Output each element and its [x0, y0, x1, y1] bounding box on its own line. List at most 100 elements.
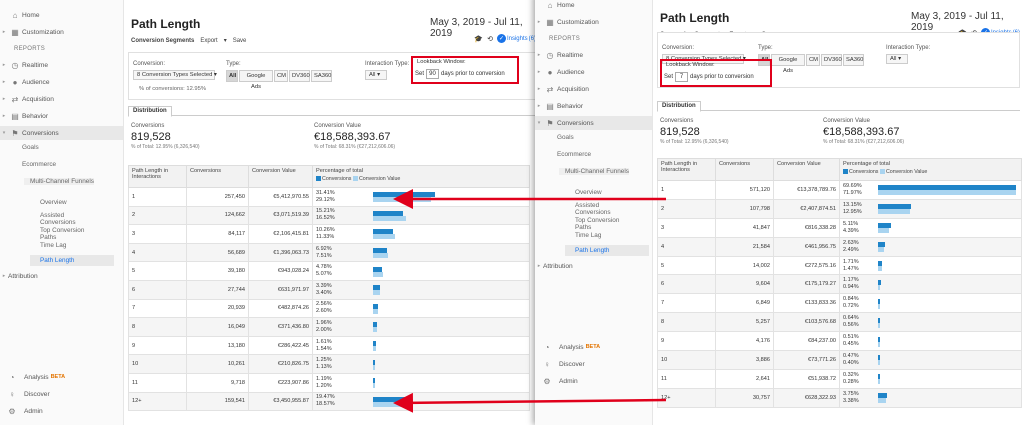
nav-multi-channel-funnels[interactable]: Multi-Channel Funnels: [559, 168, 629, 175]
pct-conversion-value: 1.54%: [316, 345, 332, 352]
filter-panel: Conversion: 8 Conversion Types Selected ▾…: [128, 52, 536, 100]
nav-realtime[interactable]: ▸ ◷ Realtime: [2, 60, 49, 70]
nav-overview[interactable]: Overview: [575, 189, 602, 196]
legend-swatch: [843, 169, 848, 175]
nav-time-lag[interactable]: Time Lag: [575, 232, 602, 239]
column-header[interactable]: Conversions: [186, 165, 249, 188]
type-button-google-ads[interactable]: Google Ads: [771, 54, 805, 74]
path-length-cell: 1: [128, 187, 187, 207]
left-nav-sidebar: ⌂ Home ▸ ▦ Customization REPORTS ▸ ◷ Realtime ▸ ● A…: [535, 0, 653, 425]
nav-acquisition[interactable]: ▸ ⇄ Acquisition: [2, 94, 54, 104]
legend-swatch: [352, 176, 358, 182]
column-header[interactable]: Conversions: [715, 158, 774, 181]
nav-admin[interactable]: ⚙ Admin: [0, 404, 123, 418]
nav-top-conversion-paths[interactable]: Top Conversion Paths: [575, 217, 620, 231]
type-button-all[interactable]: All: [226, 70, 238, 82]
bar-conversions: [878, 223, 891, 229]
nav-attribution[interactable]: ▸ Attribution: [537, 262, 573, 270]
date-range-picker[interactable]: May 3, 2019 - Jul 11, 2019: [911, 11, 1004, 33]
nav-behavior[interactable]: ▸ ▤ Behavior: [2, 111, 49, 121]
nav-assisted-conversions[interactable]: Assisted Conversions: [40, 212, 76, 226]
nav-overview[interactable]: Overview: [40, 199, 67, 206]
date-range-picker[interactable]: May 3, 2019 - Jul 11, 2019: [430, 17, 523, 39]
pct-conversion-value: 0.45%: [843, 341, 859, 348]
pct-conversion-value: 2.49%: [843, 246, 859, 253]
home-icon: ⌂: [547, 0, 553, 10]
share-icon[interactable]: ⟲: [487, 35, 493, 43]
nav-conversions[interactable]: ▾ ⚑ Conversions: [0, 126, 123, 140]
lookback-set-label: Set: [664, 74, 674, 80]
nav-ecommerce[interactable]: Ecommerce: [557, 151, 592, 158]
type-button-cm[interactable]: CM: [274, 70, 288, 82]
save-button[interactable]: Save: [232, 37, 247, 44]
lookback-days-input[interactable]: 7: [675, 72, 689, 82]
column-header[interactable]: Path Length in Interactions: [657, 158, 716, 181]
type-button-sa360[interactable]: SA360: [311, 70, 332, 82]
lookback-window-control: Set 90 days prior to conversion: [415, 69, 505, 79]
conversion-value-cell: €482,874.26: [248, 298, 313, 319]
tab-distribution[interactable]: Distribution: [128, 106, 172, 117]
lookback-days-input[interactable]: 90: [426, 69, 440, 79]
nav-assisted-conversions[interactable]: Assisted Conversions: [575, 202, 611, 216]
nav-attribution[interactable]: ▸ Attribution: [2, 272, 38, 280]
column-header[interactable]: Conversion Value: [773, 158, 840, 181]
nav-goals[interactable]: Goals: [557, 134, 574, 141]
path-length-cell: 4: [657, 236, 716, 257]
table-row: 2 107,798 €2,407,874.51 13.15% 12.95%: [657, 198, 1022, 219]
conversions-cell: 20,939: [186, 298, 249, 319]
nav-analysis[interactable]: ◔ Analysis BETA: [0, 370, 123, 384]
nav-time-lag[interactable]: Time Lag: [40, 242, 67, 249]
conversion-select[interactable]: 8 Conversion Types Selected ▾: [133, 70, 217, 80]
nav-home[interactable]: ⌂ Home: [0, 8, 123, 22]
bar-conversion-value: [373, 308, 379, 314]
nav-audience[interactable]: ▸ ● Audience: [2, 77, 50, 87]
export-button[interactable]: Export: [200, 37, 218, 44]
table-row: 2 124,662 €3,071,519.39 15.21% 16.52%: [128, 205, 530, 226]
interaction-type-select[interactable]: All ▾: [886, 54, 908, 64]
conversion-segments-button[interactable]: Conversion Segments: [131, 37, 195, 44]
type-button-google-ads[interactable]: Google Ads: [239, 70, 273, 90]
nav-customization[interactable]: ▸ ▦ Customization: [2, 27, 64, 37]
nav-top-conversion-paths[interactable]: Top Conversion Paths: [40, 227, 85, 241]
nav-acquisition[interactable]: ▸ ⇄ Acquisition: [537, 84, 589, 94]
reports-section-label: REPORTS: [549, 36, 580, 42]
nav-realtime[interactable]: ▸ ◷ Realtime: [537, 50, 584, 60]
type-button-dv360[interactable]: DV360: [289, 70, 310, 82]
path-length-cell: 10: [657, 350, 716, 370]
pct-conversion-value: 71.97%: [843, 189, 862, 196]
pct-conversion-value: 0.40%: [843, 359, 859, 366]
nav-path-length[interactable]: Path Length: [565, 245, 649, 256]
path-length-cell: 7: [657, 293, 716, 314]
column-header[interactable]: Path Length in Interactions: [128, 165, 187, 188]
nav-customization[interactable]: ▸ ▦ Customization: [537, 17, 599, 27]
analysis-icon: ◔: [544, 342, 550, 352]
nav-audience[interactable]: ▸ ● Audience: [537, 67, 585, 77]
insights-label: Insights: [506, 35, 528, 42]
nav-home[interactable]: ⌂ Home: [535, 0, 652, 12]
conversions-cell: 124,662: [186, 205, 249, 226]
nav-goals[interactable]: Goals: [22, 144, 39, 151]
tab-distribution[interactable]: Distribution: [657, 101, 701, 112]
insights-button[interactable]: ✓Insights(6): [496, 34, 536, 43]
type-button-cm[interactable]: CM: [806, 54, 820, 66]
nav-ecommerce[interactable]: Ecommerce: [22, 161, 57, 168]
nav-path-length[interactable]: Path Length: [30, 255, 114, 266]
nav-multi-channel-funnels[interactable]: Multi-Channel Funnels: [24, 178, 94, 185]
nav-behavior[interactable]: ▸ ▤ Behavior: [537, 101, 584, 111]
nav-analysis[interactable]: ◔ Analysis BETA: [535, 340, 652, 354]
interaction-type-select[interactable]: All ▾: [365, 70, 387, 80]
nav-label: Attribution: [543, 262, 573, 270]
bar-conversion-value: [878, 266, 882, 271]
type-button-sa360[interactable]: SA360: [843, 54, 864, 66]
nav-discover[interactable]: ♀ Discover: [0, 387, 123, 401]
nav-admin[interactable]: ⚙ Admin: [535, 374, 652, 388]
pct-conversion-value: 1.20%: [316, 382, 332, 389]
column-header[interactable]: Conversion Value: [248, 165, 313, 188]
type-button-dv360[interactable]: DV360: [821, 54, 842, 66]
nav-conversions[interactable]: ▾ ⚑ Conversions: [535, 116, 652, 130]
pct-conversion-value: 18.57%: [316, 401, 335, 408]
conversion-value-cell: €2,106,415.81: [248, 224, 313, 244]
nav-label: Audience: [22, 78, 50, 86]
nav-discover[interactable]: ♀ Discover: [535, 357, 652, 371]
education-cap-icon[interactable]: 🎓: [474, 35, 484, 43]
